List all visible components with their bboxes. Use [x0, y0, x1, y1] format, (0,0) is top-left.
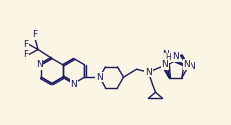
Text: N: N — [70, 80, 77, 89]
Text: N: N — [36, 60, 43, 69]
Text: F: F — [32, 30, 38, 39]
Text: N: N — [184, 60, 190, 69]
Text: H: H — [165, 54, 171, 62]
Text: N: N — [172, 52, 179, 61]
Text: N: N — [162, 60, 168, 69]
Text: N: N — [163, 50, 169, 59]
Text: N: N — [188, 62, 195, 71]
Text: F: F — [23, 40, 29, 49]
Text: F: F — [23, 50, 29, 59]
Text: N: N — [96, 73, 103, 82]
Text: N: N — [145, 68, 152, 77]
